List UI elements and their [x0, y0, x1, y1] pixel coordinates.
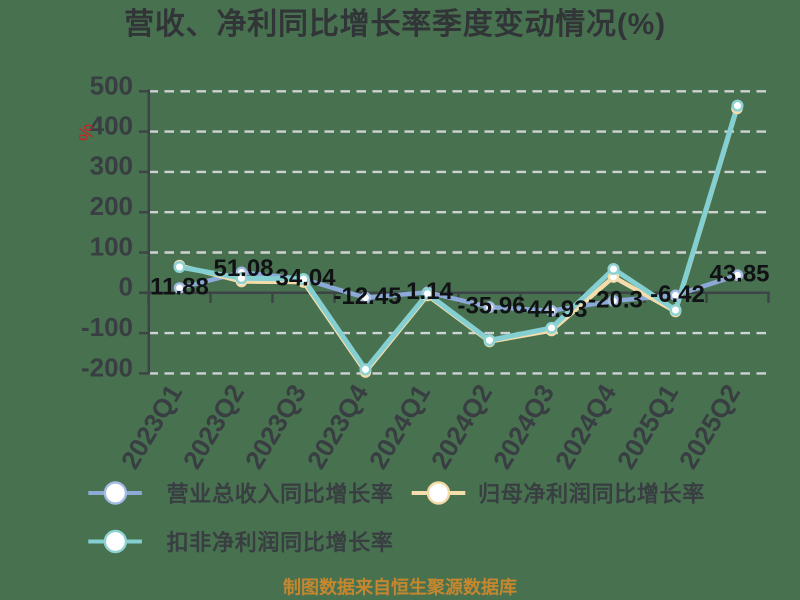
svg-text:-35.96: -35.96 [457, 293, 525, 320]
svg-text:-100: -100 [81, 312, 133, 342]
svg-text:-20.3: -20.3 [588, 286, 643, 313]
svg-text:2025Q2: 2025Q2 [673, 379, 746, 474]
svg-text:100: 100 [90, 231, 133, 261]
svg-text:营业总收入同比增长率: 营业总收入同比增长率 [167, 482, 394, 507]
svg-text:归母净利润同比增长率: 归母净利润同比增长率 [478, 482, 705, 507]
svg-text:34.04: 34.04 [275, 265, 336, 292]
svg-text:制图数据来自恒生聚源数据库: 制图数据来自恒生聚源数据库 [283, 577, 517, 598]
svg-text:51.08: 51.08 [213, 255, 273, 282]
svg-text:500: 500 [90, 70, 133, 100]
svg-text:扣非净利润同比增长率: 扣非净利润同比增长率 [167, 530, 394, 555]
svg-text:11.88: 11.88 [150, 274, 209, 301]
svg-text:营收、净利同比增长率季度变动情况(%): 营收、净利同比增长率季度变动情况(%) [124, 7, 666, 41]
svg-text:%: % [74, 124, 95, 141]
svg-text:0: 0 [119, 272, 133, 302]
svg-text:-44.93: -44.93 [519, 296, 587, 323]
svg-text:400: 400 [90, 110, 133, 140]
svg-text:300: 300 [90, 151, 133, 181]
svg-text:-12.45: -12.45 [333, 283, 401, 310]
svg-text:1.14: 1.14 [406, 278, 453, 305]
svg-text:-200: -200 [81, 352, 133, 382]
svg-text:200: 200 [90, 191, 133, 221]
svg-text:-6.42: -6.42 [650, 281, 705, 308]
svg-text:43.85: 43.85 [709, 261, 769, 288]
